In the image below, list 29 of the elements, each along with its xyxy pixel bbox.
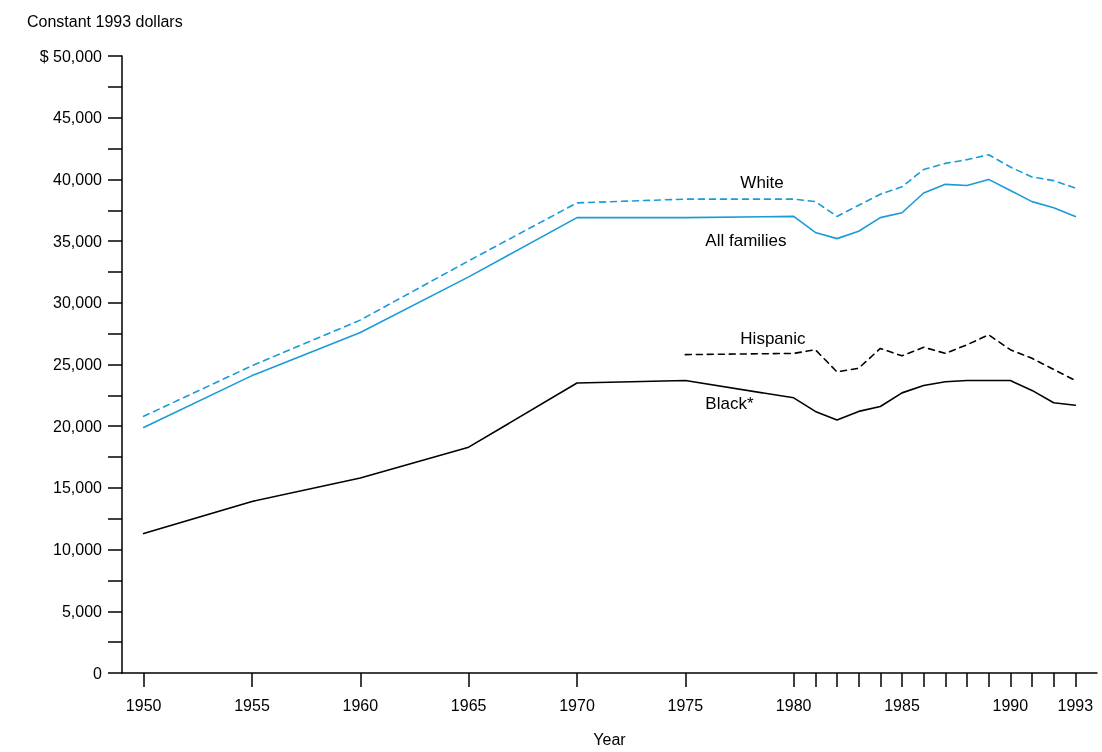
series-label: All families [705, 230, 787, 250]
y-tick-label: 45,000 [53, 109, 103, 127]
y-tick-label: 25,000 [53, 356, 103, 373]
series-label: Hispanic [740, 328, 807, 348]
y-tick-label: 20,000 [53, 417, 103, 435]
x-tick-label: 1993 [1057, 696, 1094, 714]
x-tick-label: 1970 [559, 696, 595, 714]
y-tick-label: 15,000 [53, 479, 103, 497]
series-label: White [740, 173, 784, 193]
x-tick-label: 1950 [125, 696, 162, 714]
y-tick-label: 0 [93, 664, 103, 682]
y-tick-label: 5,000 [61, 602, 103, 620]
x-axis-title: Year [593, 730, 627, 748]
line-series [684, 334, 1077, 382]
y-tick-label: 35,000 [53, 232, 103, 250]
x-tick-label: 1965 [450, 696, 487, 714]
y-tick-label: 30,000 [53, 294, 103, 312]
y-tick-label: $ 50,000 [39, 47, 103, 65]
y-tick-label: 40,000 [53, 170, 103, 188]
y-axis-title: Constant 1993 dollars [27, 12, 183, 30]
series-label: Black* [705, 393, 754, 413]
x-tick-label: 1990 [992, 696, 1029, 714]
x-tick-label: 1985 [884, 696, 920, 714]
y-tick-label: 10,000 [53, 541, 103, 559]
line-series [142, 379, 1077, 535]
x-tick-label: 1975 [667, 696, 704, 714]
x-tick-label: 1960 [342, 696, 379, 714]
x-tick-label: 1955 [234, 696, 270, 714]
x-tick-label: 1980 [775, 696, 812, 714]
